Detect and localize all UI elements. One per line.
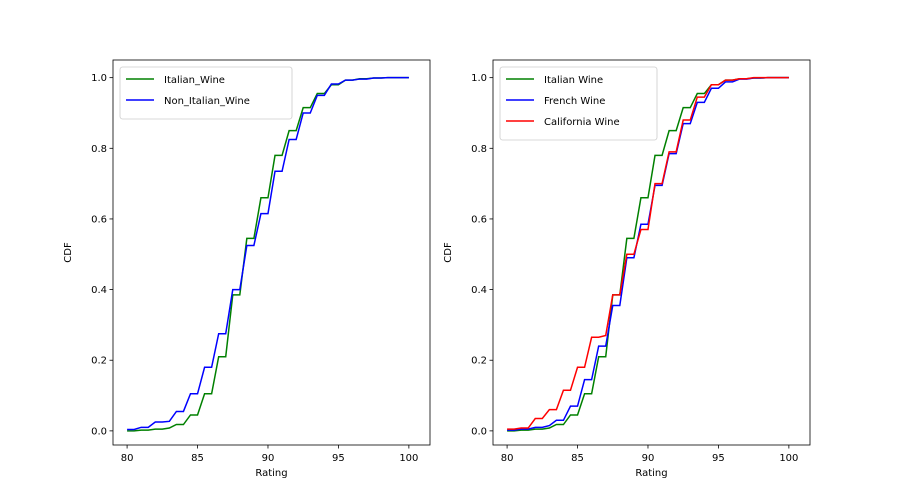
y-tick-label: 0.0 xyxy=(471,426,487,437)
y-tick-label: 0.4 xyxy=(471,285,487,296)
legend-entry-label: California Wine xyxy=(544,117,620,128)
x-tick-label: 85 xyxy=(571,453,584,464)
left-chart-panel: 80 85 90 95 100 0.0 0.2 0.4 0.6 0.8 1.0 Rating CDF It… xyxy=(63,59,431,479)
plot-frame xyxy=(492,59,811,446)
y-tick-label: 0.0 xyxy=(91,426,107,437)
legend-entry-label: Italian Wine xyxy=(544,75,603,86)
legend-entry-label: French Wine xyxy=(544,96,605,107)
x-tick-label: 90 xyxy=(642,453,655,464)
x-tick-label: 95 xyxy=(712,453,725,464)
x-tick-label: 85 xyxy=(191,453,204,464)
legend xyxy=(499,66,658,141)
y-tick-label: 0.8 xyxy=(471,144,487,155)
right-chart-panel: 80 85 90 95 100 0.0 0.2 0.4 0.6 0.8 1.0 Rating CDF It… xyxy=(443,59,811,479)
legend-entry-label: Non_Italian_Wine xyxy=(164,96,250,107)
y-axis-label: CDF xyxy=(63,242,74,263)
y-tick-label: 0.2 xyxy=(471,356,487,367)
x-tick-label: 90 xyxy=(262,453,275,464)
y-axis-label: CDF xyxy=(443,242,454,263)
plot-frame xyxy=(112,59,431,446)
x-tick-label: 100 xyxy=(399,453,418,464)
y-tick-label: 0.6 xyxy=(471,214,487,225)
series-line-italian-wine xyxy=(127,76,409,432)
y-tick-label: 1.0 xyxy=(91,73,107,84)
y-tick-label: 0.4 xyxy=(91,285,107,296)
x-tick-label: 80 xyxy=(501,453,514,464)
series-line-california-wine xyxy=(507,76,789,430)
x-tick-label: 95 xyxy=(332,453,345,464)
series-line-non-italian-wine xyxy=(127,76,409,431)
x-axis-label: Rating xyxy=(255,468,287,479)
legend xyxy=(119,66,293,120)
y-tick-label: 0.8 xyxy=(91,144,107,155)
y-tick-label: 0.6 xyxy=(91,214,107,225)
x-tick-label: 80 xyxy=(121,453,134,464)
x-axis-label: Rating xyxy=(635,468,667,479)
legend-entry-label: Italian_Wine xyxy=(164,75,225,86)
y-tick-label: 1.0 xyxy=(471,73,487,84)
x-tick-label: 100 xyxy=(779,453,798,464)
y-tick-label: 0.2 xyxy=(91,356,107,367)
